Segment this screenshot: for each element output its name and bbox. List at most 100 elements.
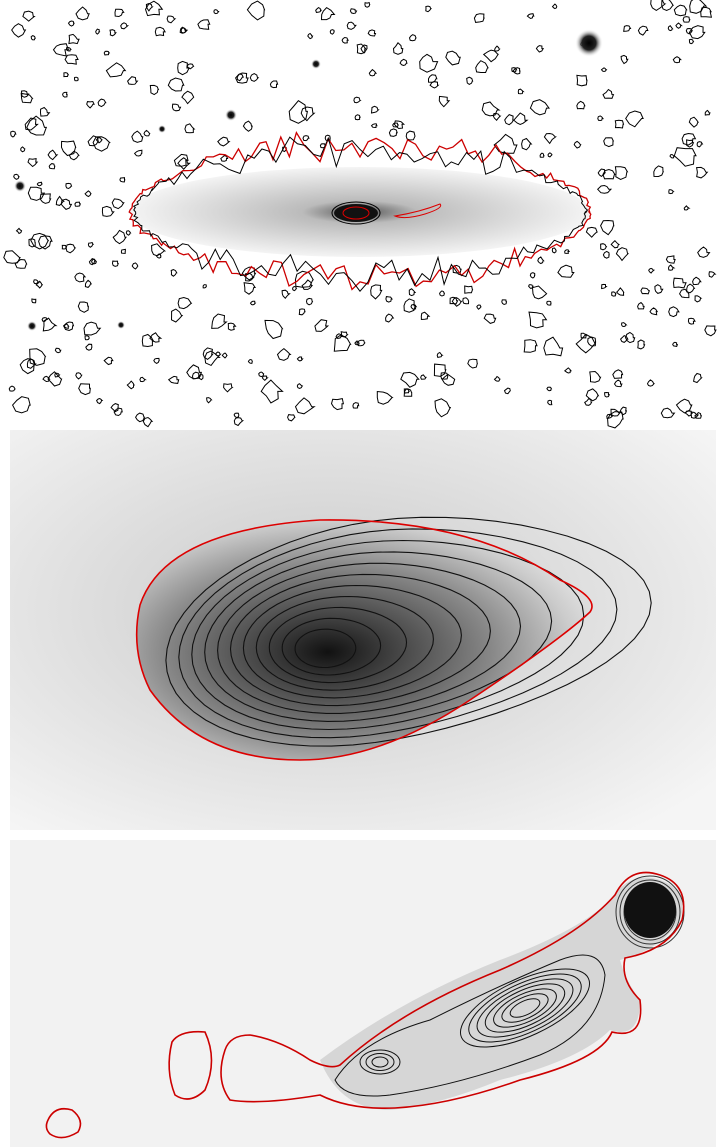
noise-contour xyxy=(650,0,667,11)
noise-contour xyxy=(585,388,600,402)
noise-contour xyxy=(105,62,127,78)
noise-contour xyxy=(19,358,36,375)
noise-contour xyxy=(708,271,717,278)
noise-contour xyxy=(597,168,607,178)
noise-contour xyxy=(464,285,474,294)
noise-contour xyxy=(511,67,518,73)
noise-contour xyxy=(202,284,207,289)
noise-contour xyxy=(610,239,621,249)
noise-contour xyxy=(606,413,614,419)
noise-contour xyxy=(133,149,143,157)
noise-contour xyxy=(294,397,316,415)
galaxy-core-blob xyxy=(136,519,592,760)
noise-contour xyxy=(531,285,548,300)
noise-contour xyxy=(353,96,362,104)
bright-knot xyxy=(624,882,676,938)
noise-contour xyxy=(611,291,617,297)
noise-contour xyxy=(227,322,237,331)
noise-contour xyxy=(547,399,553,406)
noise-contour xyxy=(368,68,378,77)
noise-contour xyxy=(704,325,717,337)
noise-contour xyxy=(404,388,410,394)
noise-contour xyxy=(564,249,571,254)
noise-contour xyxy=(143,129,151,137)
noise-contour xyxy=(75,372,83,380)
noise-contour xyxy=(483,313,497,324)
noise-contour xyxy=(202,347,214,361)
noise-contour xyxy=(551,247,557,254)
noise-contour xyxy=(607,411,624,429)
noise-contour xyxy=(247,358,253,364)
noise-contour xyxy=(144,0,164,17)
noise-contour xyxy=(276,347,292,361)
noise-contour xyxy=(14,258,28,269)
noise-contour xyxy=(151,243,167,257)
star xyxy=(158,125,166,133)
noise-contour xyxy=(573,140,582,149)
outer-red-contour xyxy=(128,131,592,291)
noise-contour xyxy=(354,114,361,121)
noise-contour xyxy=(120,248,126,254)
noise-contour xyxy=(333,334,352,352)
noise-contour xyxy=(476,304,482,310)
noise-contour xyxy=(466,76,474,85)
noise-contour xyxy=(649,307,659,316)
noise-contour xyxy=(11,23,27,38)
noise-contour xyxy=(91,258,97,265)
noise-contour xyxy=(349,8,358,15)
noise-contour xyxy=(681,132,697,146)
noise-contour xyxy=(528,284,534,290)
noise-contour xyxy=(403,298,416,313)
noise-contour xyxy=(236,73,244,82)
red-contour xyxy=(45,1107,82,1139)
noise-contour xyxy=(690,411,700,419)
noise-contour xyxy=(517,88,525,95)
noise-contour xyxy=(233,417,245,427)
noise-contour xyxy=(682,16,691,23)
noise-contour xyxy=(551,3,558,10)
noise-contour xyxy=(42,317,58,332)
noise-contour xyxy=(171,103,182,112)
noise-contour xyxy=(616,287,625,296)
structure-contour xyxy=(459,968,591,1048)
noise-contour xyxy=(27,157,39,168)
noise-contour xyxy=(223,383,234,393)
noise-contour xyxy=(68,33,80,45)
noise-contour xyxy=(679,288,690,299)
noise-contour xyxy=(39,193,52,204)
noise-contour xyxy=(84,279,93,288)
noise-contour xyxy=(235,72,249,84)
noise-contour xyxy=(475,60,489,73)
noise-contour xyxy=(696,166,709,179)
noise-contour xyxy=(20,90,30,98)
noise-contour xyxy=(65,46,72,52)
noise-contour xyxy=(292,285,298,292)
noise-contour xyxy=(668,189,675,195)
noise-contour xyxy=(329,29,335,35)
noise-contour xyxy=(177,157,191,170)
noise-contour xyxy=(614,166,629,180)
core-contour xyxy=(165,516,652,747)
noise-contour xyxy=(73,76,79,82)
noise-contour xyxy=(535,45,545,53)
noise-contour xyxy=(54,347,62,354)
noise-contour xyxy=(10,130,17,138)
noise-contour xyxy=(400,371,420,388)
noise-contour xyxy=(287,414,296,422)
noise-contour xyxy=(653,165,664,178)
noise-contour xyxy=(526,13,535,20)
noise-contour xyxy=(481,101,501,117)
noise-contour xyxy=(26,358,37,369)
noise-contour xyxy=(20,92,34,104)
noise-contour xyxy=(186,63,195,70)
noise-contour xyxy=(33,279,40,285)
noise-contour xyxy=(600,243,608,251)
noise-contour xyxy=(420,374,427,380)
noise-contour xyxy=(504,114,515,126)
noise-contour xyxy=(288,100,309,124)
noise-contour xyxy=(513,112,529,126)
noise-contour xyxy=(67,20,75,27)
noise-contour xyxy=(113,407,123,417)
noise-contour xyxy=(585,226,598,238)
